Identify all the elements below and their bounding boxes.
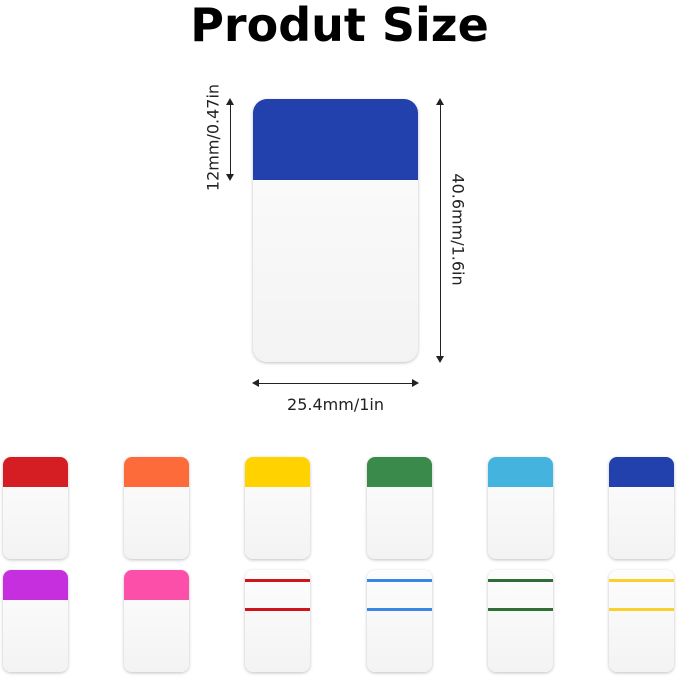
header-height-arrow [230, 101, 231, 179]
arrow-head-icon [436, 98, 444, 105]
solid-tab-swatch [3, 457, 68, 559]
tab-color-header [253, 99, 418, 180]
lined-tab-swatch [245, 570, 310, 672]
arrow-head-icon [252, 379, 259, 387]
tab-color-line [488, 579, 553, 582]
solid-tab-swatch [124, 570, 189, 672]
arrow-head-icon [412, 379, 419, 387]
tab-color-line [245, 608, 310, 611]
tab-color-line [609, 608, 674, 611]
page-title: Produt Size [190, 0, 489, 52]
arrow-head-icon [226, 98, 234, 105]
solid-tab-swatch [488, 457, 553, 559]
tab-color-header [3, 457, 68, 487]
lined-tab-swatch [367, 570, 432, 672]
lined-tab-swatch [609, 570, 674, 672]
tab-color-header [124, 457, 189, 487]
tab-color-line [367, 579, 432, 582]
arrow-head-icon [436, 356, 444, 363]
tab-color-header [3, 570, 68, 600]
lined-tab-swatch [488, 570, 553, 672]
tab-color-line [367, 608, 432, 611]
tab-color-header [124, 570, 189, 600]
tab-color-line [245, 579, 310, 582]
main-tab-illustration [253, 99, 418, 362]
tab-color-header [367, 457, 432, 487]
tab-color-header [488, 457, 553, 487]
solid-tab-swatch [609, 457, 674, 559]
tab-color-header [245, 457, 310, 487]
tab-color-header [609, 457, 674, 487]
solid-tab-swatch [3, 570, 68, 672]
height-arrow [440, 101, 441, 360]
tab-color-line [488, 608, 553, 611]
height-label: 40.6mm/1.6in [448, 173, 468, 286]
tab-color-line [609, 579, 674, 582]
width-label: 25.4mm/1in [287, 395, 384, 414]
solid-tab-swatch [124, 457, 189, 559]
solid-tab-swatch [245, 457, 310, 559]
arrow-head-icon [226, 174, 234, 181]
width-arrow [255, 383, 416, 384]
header-height-label: 12mm/0.47in [203, 83, 223, 192]
solid-tab-swatch [367, 457, 432, 559]
